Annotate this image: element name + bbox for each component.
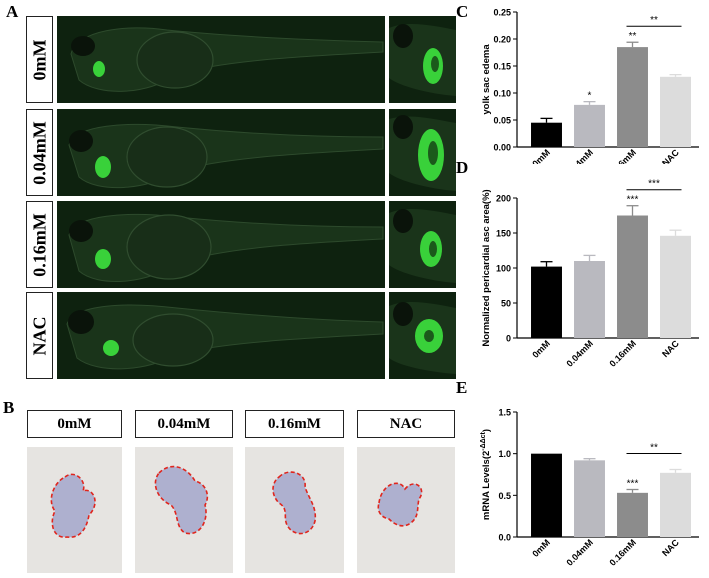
chart-e: 0.0 0.5 1.0 1.5 mRNA Levels(2-ΔΔct) 0mM 0.04mM… (480, 408, 699, 568)
panel-letter-e: E (456, 378, 468, 397)
y-tick-label: 1.0 (498, 449, 511, 459)
y-tick-label: 0.25 (493, 8, 511, 18)
significance-bracket-label: ** (650, 15, 658, 26)
bar-1 (574, 460, 605, 537)
y-axis-label: mRNA Levels(2-ΔΔct) (480, 429, 492, 520)
bar-1 (574, 104, 605, 147)
heart-zoom-image (389, 16, 456, 103)
panel-letter-c: C (456, 2, 469, 21)
category-label: 0mM (530, 338, 552, 360)
panel-letter-d: D (456, 158, 469, 177)
stained-heart-image-nac (357, 447, 455, 573)
y-axis-label: yolk sac edema (481, 44, 492, 115)
significance-bracket-label: *** (648, 179, 660, 190)
heart-zoom-image (389, 292, 456, 379)
y-axis-label-text: Normalized pericardial asc area(%) (481, 189, 492, 346)
bar-3 (660, 76, 691, 147)
row-label: 0.16mM (26, 201, 53, 288)
panel-letter-a: A (6, 2, 19, 21)
fish-lateral-image (57, 292, 385, 379)
heart-zoom-image (389, 201, 456, 288)
bar-0 (531, 266, 562, 338)
heart-zoom-image (389, 109, 456, 196)
fish-row-0-04mm: 0.04mM (26, 109, 456, 196)
stained-heart-image-0-04mm (135, 447, 233, 573)
y-tick-label: 0 (506, 334, 511, 344)
y-tick-label: 0.20 (493, 35, 511, 45)
fish-lateral-image (57, 16, 385, 103)
y-tick-label: 0.0 (498, 533, 511, 543)
bar-2 (617, 492, 648, 537)
category-label: NAC (660, 537, 681, 558)
bar-2 (617, 215, 648, 338)
row-label: 0mM (26, 16, 53, 103)
fish-row-0-16mm: 0.16mM (26, 201, 456, 288)
row-label-text: NAC (29, 316, 49, 355)
y-tick-label: 150 (496, 229, 511, 239)
bar-3 (660, 472, 691, 537)
row-label: 0.04mM (26, 109, 53, 196)
bar-0 (531, 453, 562, 537)
fish-lateral-image (57, 109, 385, 196)
b-label-nac: NAC (357, 410, 455, 438)
b-label-0mm: 0mM (27, 410, 122, 438)
y-tick-label: 0.10 (493, 89, 511, 99)
row-label-text: 0mM (29, 39, 49, 80)
y-axis-label-close: ) (481, 429, 492, 432)
y-axis-label-text: mRNA Levels(2 (481, 451, 492, 520)
significance-mark: *** (627, 195, 639, 206)
stained-heart-image-0mm (27, 447, 122, 573)
y-tick-label: 50 (501, 299, 511, 309)
significance-mark: ** (629, 31, 637, 42)
category-label: 0.16mM (607, 338, 637, 368)
category-label: 0.16mM (607, 537, 637, 567)
significance-mark: *** (627, 479, 639, 490)
row-label-text: 0.16mM (29, 212, 49, 277)
bar-2 (617, 47, 648, 147)
fish-row-nac: NAC (26, 292, 456, 379)
b-label-0-16mm: 0.16mM (245, 410, 344, 438)
panel-letter-b: B (3, 398, 15, 417)
category-label: 0.04mM (564, 338, 594, 368)
bar-0 (531, 122, 562, 147)
significance-mark: * (588, 91, 592, 102)
y-axis-label: Normalized pericardial asc area(%) (481, 189, 492, 346)
category-label: NAC (660, 338, 681, 359)
y-tick-label: 1.5 (498, 408, 511, 418)
row-label-text: 0.04mM (29, 120, 49, 185)
y-tick-label: 0.15 (493, 62, 511, 72)
row-label: NAC (26, 292, 53, 379)
bar-1 (574, 261, 605, 338)
fish-row-0mm: 0mM (26, 16, 456, 103)
y-axis-label-text: yolk sac edema (481, 44, 492, 115)
chart-d: 0 50 100 150 200 Normalized pericardial asc a… (481, 179, 699, 369)
y-tick-label: 0.00 (493, 143, 511, 153)
fish-lateral-image (57, 201, 385, 288)
y-axis-label-superscript: -ΔΔct (480, 431, 487, 450)
bar-3 (660, 235, 691, 338)
y-tick-label: 0.5 (498, 491, 511, 501)
category-label: 0.04mM (564, 537, 594, 567)
b-label-0-04mm: 0.04mM (135, 410, 233, 438)
y-tick-label: 100 (496, 264, 511, 274)
y-tick-label: 200 (496, 194, 511, 204)
category-label: 0mM (530, 537, 552, 559)
significance-bracket-label: ** (650, 443, 658, 454)
stained-heart-image-0-16mm (245, 447, 344, 573)
y-tick-label: 0.05 (493, 116, 511, 126)
